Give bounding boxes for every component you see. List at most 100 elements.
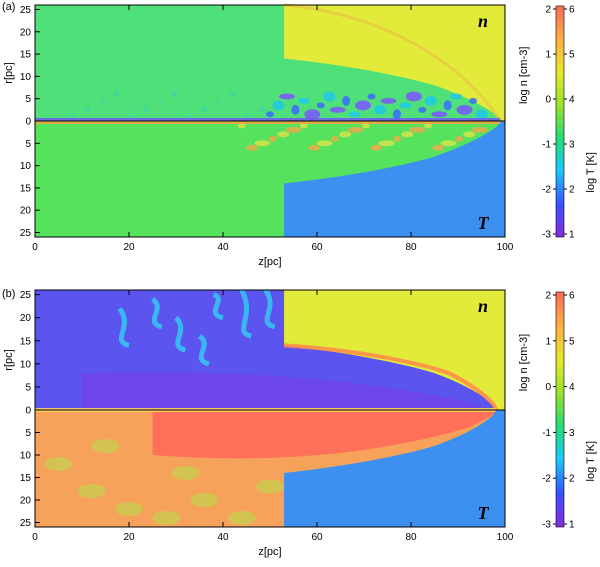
y-tick-label: 10 <box>20 72 32 83</box>
y-tick-label: 15 <box>20 473 32 484</box>
temperature-variable-label: T <box>478 503 490 523</box>
colorbar-density-label: log n [cm-3] <box>518 47 530 104</box>
colorbar-density-tick-label: 1 <box>545 50 551 61</box>
colorbar-density-tick-label: 1 <box>545 336 551 347</box>
mixing-swirl <box>77 484 106 498</box>
colorbar-density-tick-label: 2 <box>545 5 551 16</box>
x-tick-label: 20 <box>123 242 135 253</box>
bubble <box>128 114 133 119</box>
hot-eddy <box>277 131 290 138</box>
mixing-swirl <box>115 502 143 516</box>
colorbar-temperature-tick-label: 6 <box>569 5 575 16</box>
hot-eddy <box>440 140 457 147</box>
x-tick-label: 0 <box>32 532 38 543</box>
turbulent-filament <box>197 334 210 367</box>
y-tick-label: 20 <box>20 313 32 324</box>
hot-eddy <box>409 126 426 133</box>
turbulent-eddy <box>456 104 473 115</box>
turbulent-eddy <box>373 104 386 115</box>
turbulent-eddy <box>278 93 295 100</box>
x-tick-label: 100 <box>497 532 514 543</box>
y-tick-label: 5 <box>25 428 31 439</box>
hot-eddy <box>432 144 445 151</box>
mixing-swirl <box>227 511 256 525</box>
y-tick-label: 15 <box>20 336 32 347</box>
colorbar-temperature-tick-label: 3 <box>569 140 575 151</box>
turbulent-filament <box>174 315 187 353</box>
bubble <box>99 99 104 104</box>
bubble <box>216 99 221 104</box>
bubble <box>70 114 75 119</box>
colorbar-temperature-tick-label: 4 <box>569 95 575 106</box>
jet-axis-density <box>35 118 501 121</box>
colorbar-temperature-tick-label: 5 <box>569 50 575 61</box>
turbulent-eddy <box>399 102 412 109</box>
x-tick-label: 60 <box>311 532 323 543</box>
hot-eddy <box>471 126 488 133</box>
bubble <box>259 105 266 112</box>
turbulent-eddy <box>418 106 427 113</box>
hot-eddy <box>370 144 383 151</box>
hot-eddy <box>268 135 277 142</box>
hot-eddy <box>392 135 401 142</box>
x-tick-label: 40 <box>217 242 229 253</box>
y-tick-label: 5 <box>25 94 31 105</box>
hot-eddy <box>401 131 414 138</box>
y-tick-label: 20 <box>20 496 32 507</box>
turbulent-eddy <box>431 111 448 118</box>
hot-eddy <box>378 140 395 147</box>
colorbar-density-tick-label: -3 <box>542 230 551 241</box>
turbulent-eddy <box>475 109 488 120</box>
mixing-swirl <box>152 511 181 525</box>
y-tick-label: 25 <box>20 518 32 529</box>
bubble <box>229 90 236 97</box>
bubble <box>113 90 120 97</box>
y-tick-label: 20 <box>20 206 32 217</box>
colorbar <box>555 291 565 528</box>
mixing-swirl <box>44 457 73 471</box>
colorbar-temperature-tick-label: 4 <box>569 382 575 393</box>
x-tick-label: 20 <box>123 532 135 543</box>
density-variable-label: n <box>478 11 488 31</box>
hot-eddy <box>347 126 364 133</box>
hot-eddy <box>339 131 352 138</box>
bow-shock-edge <box>283 3 502 122</box>
turbulent-eddy <box>297 97 310 104</box>
dense-core <box>82 371 482 410</box>
bubble <box>171 90 178 97</box>
y-tick-label: 0 <box>25 117 31 128</box>
turbulent-filament <box>239 288 253 339</box>
y-tick-label: 5 <box>25 382 31 393</box>
y-tick-label: 10 <box>20 451 32 462</box>
turbulent-filament <box>212 292 224 321</box>
colorbar-density-label: log n [cm-3] <box>518 334 530 391</box>
colorbar-density-tick-label: -1 <box>542 428 551 439</box>
colorbar-temperature-tick-label: 2 <box>569 185 575 196</box>
plot-frame <box>34 289 506 528</box>
hot-eddy <box>308 144 321 151</box>
hot-eddy <box>463 131 476 138</box>
panel-label: (a) <box>2 1 15 13</box>
hot-eddy <box>285 126 302 133</box>
turbulent-eddy <box>342 95 351 106</box>
y-tick-label: 15 <box>20 50 32 61</box>
y-tick-label: 20 <box>20 27 32 38</box>
colorbar-temperature-tick-label: 6 <box>569 291 575 302</box>
turbulent-eddy <box>355 100 372 111</box>
x-axis-label: z[pc] <box>258 546 281 558</box>
bubble <box>84 105 91 112</box>
hot-eddy <box>454 135 463 142</box>
turbulent-eddy <box>367 93 376 100</box>
x-axis-label: z[pc] <box>258 256 281 268</box>
colorbar-temperature-tick-label: 1 <box>569 230 575 241</box>
turbulent-filament <box>263 288 276 330</box>
x-tick-label: 80 <box>405 532 417 543</box>
colorbar-density-tick-label: -2 <box>542 474 551 485</box>
turbulent-eddy <box>424 95 437 106</box>
y-tick-label: 25 <box>20 290 32 301</box>
colorbar-density-tick-label: -2 <box>542 185 551 196</box>
temperature-variable-label: T <box>478 213 490 233</box>
turbulent-eddy <box>304 109 321 120</box>
colorbar-density-tick-label: -1 <box>542 140 551 151</box>
turbulent-eddy <box>348 111 361 118</box>
